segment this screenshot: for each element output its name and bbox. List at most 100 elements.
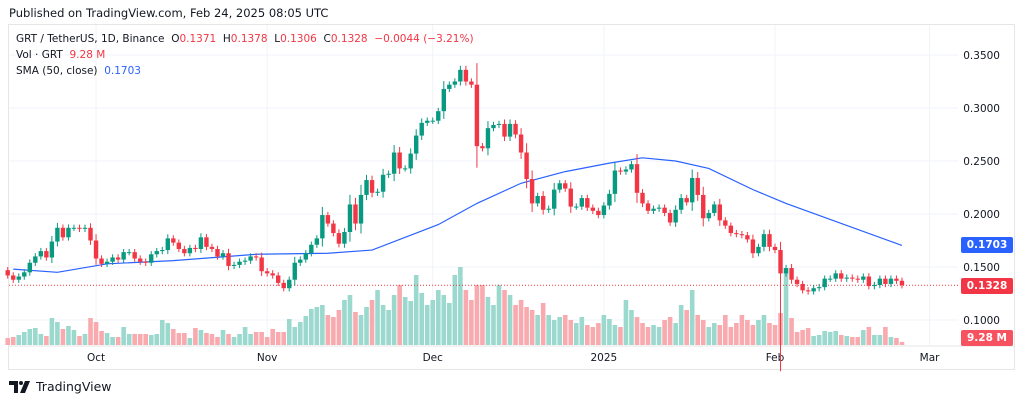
volume-bar [314, 307, 320, 345]
volume-bar [750, 325, 756, 345]
candle-body [226, 253, 231, 266]
ohlc-row[interactable]: GRT / TetherUS, 1D, Binance O0.1371 H0.1… [16, 31, 474, 47]
volume-bar [226, 334, 231, 345]
change-value: −0.0044 (−3.21%) [374, 33, 474, 45]
volume-bar [838, 335, 844, 345]
candle-body [347, 204, 353, 233]
volume-bar [700, 320, 706, 345]
volume-bar [110, 337, 115, 345]
candle-body [364, 180, 369, 195]
volume-bar [662, 320, 667, 345]
sma-value: 0.1703 [104, 65, 141, 77]
volume-bar [66, 326, 71, 345]
candle-body [154, 251, 159, 255]
candle-body [557, 183, 562, 190]
y-tick-label: 0.1000 [963, 315, 1000, 327]
candle-body [397, 152, 402, 169]
candle-body [336, 233, 342, 244]
candle-body [888, 278, 894, 284]
candle-body [717, 204, 722, 221]
candle-body [828, 278, 833, 280]
candle-body [883, 278, 888, 284]
volume-bar [546, 315, 551, 345]
volume-bar [413, 275, 419, 345]
volume-bar [463, 290, 469, 345]
volume-bar [369, 300, 375, 345]
volume-bar [419, 293, 425, 345]
volume-bar [518, 300, 524, 345]
candle-body [872, 285, 877, 287]
candle-body [209, 246, 215, 249]
volume-bar [734, 323, 739, 345]
candle-body [877, 278, 883, 286]
volume-bar [49, 318, 55, 345]
volume-bar [325, 315, 331, 345]
volume-bar [767, 323, 772, 345]
volume-bar [171, 329, 176, 345]
candle-body [767, 234, 772, 247]
volume-bar [353, 312, 358, 345]
candle-body [33, 256, 38, 263]
candle-body [634, 164, 640, 193]
candle-body [331, 223, 336, 234]
high-label: H [222, 33, 231, 45]
candle-body [325, 215, 331, 224]
volume-bar [496, 285, 502, 345]
candle-body [77, 227, 82, 229]
candle-body [789, 268, 794, 280]
candle-body [60, 227, 66, 238]
volume-bar [794, 332, 800, 345]
volume-bar [99, 331, 104, 345]
candle-body [38, 251, 44, 257]
candle-body [27, 262, 32, 273]
candle-body [165, 238, 170, 251]
candle-body [264, 271, 270, 274]
x-tick-label: Feb [766, 352, 785, 364]
volume-row[interactable]: Vol · GRT 9.28 M [16, 47, 474, 63]
candle-body [71, 227, 77, 229]
volume-bar [573, 323, 579, 345]
tradingview-logo[interactable]: TradingView [9, 379, 112, 394]
volume-bar [783, 268, 789, 345]
candle-body [171, 238, 176, 243]
volume-bar [121, 327, 126, 345]
candle-body [651, 208, 656, 211]
volume-bar [849, 337, 855, 345]
candle-body [292, 262, 297, 280]
candle-body [816, 287, 822, 289]
candle-body [899, 280, 905, 286]
candle-body [839, 273, 844, 279]
volume-bar [182, 333, 187, 345]
volume-bar [612, 325, 618, 345]
candle-body [750, 239, 756, 254]
candle-body [623, 169, 629, 172]
candle-body [358, 194, 364, 224]
candle-body [436, 111, 441, 121]
volume-bar [187, 338, 193, 345]
volume-bar [872, 335, 877, 345]
candle-body [866, 276, 872, 287]
candle-body [121, 252, 126, 260]
candle-body [176, 242, 182, 249]
volume-bar [667, 317, 673, 345]
volume-bar [320, 305, 325, 345]
volume-bar [861, 330, 866, 345]
volume-bar [656, 327, 662, 345]
volume-bar [27, 329, 33, 345]
candle-body [491, 124, 496, 129]
volume-bar [270, 329, 275, 345]
candle-body [441, 88, 446, 112]
candle-body [778, 250, 783, 274]
candle-body [772, 246, 778, 251]
candle-body [673, 209, 678, 223]
candle-body [601, 205, 607, 216]
symbol-title[interactable]: GRT / TetherUS, 1D, Binance [16, 33, 165, 45]
candle-body [535, 195, 540, 204]
sma-row[interactable]: SMA (50, close) 0.1703 [16, 63, 474, 79]
y-tick-label: 0.2500 [963, 156, 1000, 168]
tradingview-logo-icon [9, 380, 30, 393]
candle-body [182, 248, 187, 254]
candle-body [93, 240, 99, 259]
volume-bar [695, 315, 701, 345]
